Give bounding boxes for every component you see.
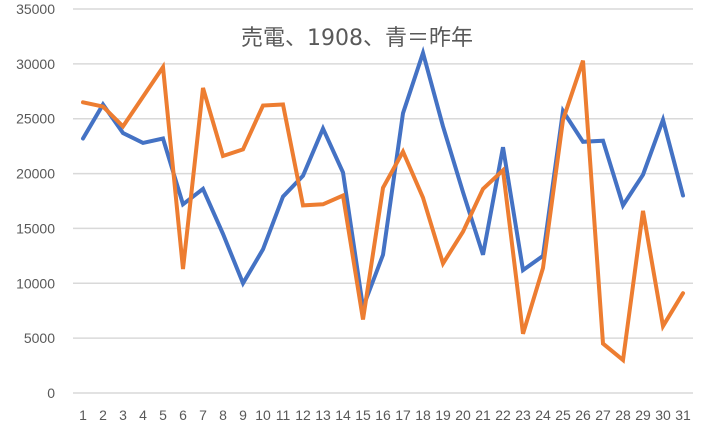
x-tick-label: 8 — [219, 407, 227, 423]
y-tick-label: 15000 — [16, 220, 55, 236]
x-tick-label: 9 — [239, 407, 247, 423]
x-tick-label: 20 — [455, 407, 471, 423]
x-tick-label: 30 — [655, 407, 671, 423]
x-tick-label: 6 — [179, 407, 187, 423]
x-tick-label: 3 — [119, 407, 127, 423]
x-tick-label: 31 — [675, 407, 691, 423]
x-tick-label: 26 — [575, 407, 591, 423]
x-tick-label: 17 — [395, 407, 411, 423]
x-tick-label: 12 — [295, 407, 311, 423]
y-tick-label: 10000 — [16, 275, 55, 291]
x-tick-label: 23 — [515, 407, 531, 423]
x-tick-label: 1 — [79, 407, 87, 423]
gridlines — [73, 8, 693, 394]
chart-title: 売電、1908、青＝昨年 — [241, 26, 473, 51]
y-tick-label: 30000 — [16, 56, 55, 72]
x-tick-label: 18 — [415, 407, 431, 423]
x-tick-label: 13 — [315, 407, 331, 423]
y-tick-label: 5000 — [24, 330, 55, 346]
series-lines — [81, 45, 685, 364]
x-tick-label: 22 — [495, 407, 511, 423]
x-tick-label: 15 — [355, 407, 371, 423]
x-tick-label: 5 — [159, 407, 167, 423]
x-tick-label: 29 — [635, 407, 651, 423]
x-tick-label: 2 — [99, 407, 107, 423]
x-tick-label: 25 — [555, 407, 571, 423]
series-line-this-year — [81, 59, 685, 364]
x-tick-label: 7 — [199, 407, 207, 423]
x-tick-label: 11 — [276, 407, 291, 423]
x-tick-label: 10 — [255, 407, 271, 423]
y-axis-labels: 0 5000 10000 15000 20000 25000 30000 35000 — [16, 1, 55, 401]
y-tick-label: 25000 — [16, 111, 55, 127]
x-tick-label: 24 — [535, 407, 551, 423]
x-tick-label: 14 — [335, 407, 351, 423]
x-tick-label: 4 — [139, 407, 147, 423]
y-tick-label: 35000 — [16, 1, 55, 17]
x-axis-labels: 1 2 3 4 5 6 7 8 9 10 11 12 13 14 15 16 17 18 19 20 21 22 23 24 2… — [79, 407, 691, 423]
x-tick-label: 21 — [475, 407, 491, 423]
x-tick-label: 28 — [615, 407, 631, 423]
series-line-last-year — [81, 45, 685, 316]
x-tick-label: 16 — [375, 407, 391, 423]
y-tick-label: 0 — [47, 385, 55, 401]
x-tick-label: 27 — [595, 407, 611, 423]
x-tick-label: 19 — [435, 407, 451, 423]
y-tick-label: 20000 — [16, 166, 55, 182]
